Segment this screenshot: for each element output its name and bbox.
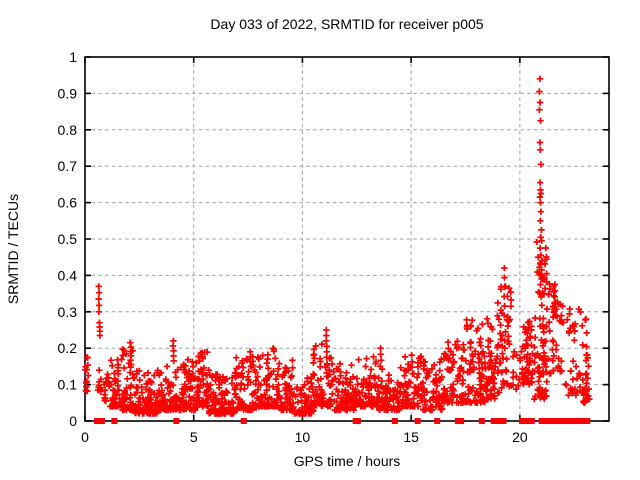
zero-gap-marker (391, 418, 398, 424)
zero-gap-marker (478, 418, 485, 424)
zero-gap-marker (557, 418, 564, 424)
x-tick-label: 20 (512, 429, 528, 445)
zero-gap-marker (574, 418, 581, 424)
y-tick-label: 0.6 (58, 195, 78, 211)
zero-gap-marker (95, 418, 102, 424)
y-tick-label: 0.3 (58, 304, 78, 320)
zero-gap-marker (538, 418, 545, 424)
zero-gap-marker (571, 418, 578, 424)
scatter-points (82, 75, 593, 417)
x-tick-label: 10 (295, 429, 311, 445)
zero-gap-marker (584, 418, 591, 424)
zero-gap-marker (577, 418, 584, 424)
zero-gap-marker (553, 418, 560, 424)
zero-gap-marker (354, 418, 361, 424)
x-axis-label: GPS time / hours (293, 453, 401, 469)
zero-gap-marker (494, 418, 501, 424)
zero-gap-marker (497, 418, 504, 424)
x-tick-label: 15 (403, 429, 419, 445)
y-tick-label: 0.5 (58, 231, 78, 247)
zero-gap-marker (98, 418, 105, 424)
zero-gap-marker (545, 418, 552, 424)
y-tick-label: 0.8 (58, 122, 78, 138)
zero-gap-marker (414, 418, 421, 424)
y-tick-label: 0 (69, 413, 77, 429)
x-tick-label: 5 (190, 429, 198, 445)
zero-gap-marker (561, 418, 568, 424)
x-tick-label: 0 (81, 429, 89, 445)
y-tick-label: 0.4 (58, 267, 78, 283)
zero-gap-marker (567, 418, 574, 424)
zero-gap-marker (528, 418, 535, 424)
zero-gap-marker (240, 418, 247, 424)
y-tick-label: 0.2 (58, 340, 78, 356)
zero-gap-marker (490, 418, 497, 424)
zero-gap-marker (173, 418, 180, 424)
zero-gap-marker (541, 418, 548, 424)
zero-gap-marker (454, 418, 461, 424)
y-tick-label: 0.1 (58, 377, 78, 393)
y-tick-label: 1 (69, 49, 77, 65)
zero-gap-marker (564, 418, 571, 424)
zero-gap-marker (458, 418, 465, 424)
zero-gap-marker (549, 418, 556, 424)
y-tick-label: 0.7 (58, 158, 78, 174)
zero-gap-marker (111, 418, 118, 424)
y-tick-label: 0.9 (58, 85, 78, 101)
zero-gap-marker (434, 418, 441, 424)
zero-gap-marker (500, 418, 507, 424)
chart-title: Day 033 of 2022, SRMTID for receiver p00… (210, 16, 484, 32)
zero-gap-marker (521, 418, 528, 424)
